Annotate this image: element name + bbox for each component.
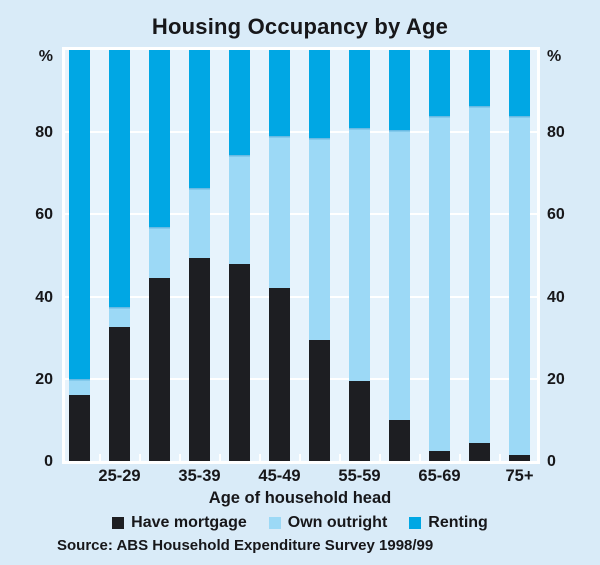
- bar-group-9: [389, 50, 410, 461]
- bar-segment-renting: [469, 50, 490, 106]
- bar-segment-renting: [509, 50, 530, 116]
- x-tick-mark: [258, 454, 261, 461]
- y-tick-label-60: 60: [35, 206, 53, 224]
- x-tick-mark: [378, 454, 381, 461]
- bar-segment-own-outright: [469, 105, 490, 443]
- x-tick-mark: [298, 454, 301, 461]
- x-axis-title: Age of household head: [208, 489, 392, 507]
- x-tick-label-35-39: 35-39: [178, 467, 221, 485]
- legend-swatch-icon: [112, 517, 125, 529]
- y-tick-label-20: 20: [35, 370, 53, 388]
- y-tick-label-40: 40: [547, 288, 565, 306]
- y-axis-unit-label: %: [547, 48, 562, 65]
- bar-group-2: [109, 50, 130, 461]
- legend-label: Own outright: [287, 514, 388, 531]
- legend-item-renting: Renting: [409, 514, 488, 532]
- bar-segment-own-outright: [69, 378, 90, 396]
- x-tick-mark: [98, 454, 101, 461]
- bar-segment-renting: [109, 50, 130, 307]
- bar-segment-have-mortgage: [149, 278, 170, 461]
- x-tick-mark: [458, 454, 461, 461]
- plot-area: [62, 47, 540, 464]
- bar-segment-own-outright: [189, 187, 210, 258]
- legend-item-own-outright: Own outright: [268, 514, 388, 532]
- bar-group-12: [509, 50, 530, 461]
- x-tick-mark: [218, 454, 221, 461]
- bar-segment-renting: [149, 50, 170, 227]
- y-tick-label-20: 20: [547, 370, 565, 388]
- bar-segment-own-outright: [389, 130, 410, 420]
- bar-segment-have-mortgage: [509, 454, 530, 461]
- bar-group-6: [269, 50, 290, 461]
- bar-segment-renting: [269, 50, 290, 137]
- bar-group-5: [229, 50, 250, 461]
- bar-segment-renting: [189, 50, 210, 188]
- bar-segment-own-outright: [109, 306, 130, 328]
- x-tick-mark: [418, 454, 421, 461]
- bar-segment-have-mortgage: [349, 380, 370, 461]
- bar-group-7: [309, 50, 330, 461]
- x-tick-mark: [178, 454, 181, 461]
- bar-segment-have-mortgage: [69, 395, 90, 461]
- legend-item-have-mortgage: Have mortgage: [112, 514, 247, 532]
- bar-segment-have-mortgage: [389, 419, 410, 461]
- x-tick-label-45-49: 45-49: [258, 467, 301, 485]
- y-tick-label-60: 60: [547, 206, 565, 224]
- bar-segment-have-mortgage: [309, 339, 330, 461]
- bar-segment-have-mortgage: [269, 288, 290, 461]
- y-tick-label-0: 0: [547, 453, 556, 470]
- bar-segment-have-mortgage: [429, 450, 450, 461]
- bar-segment-own-outright: [349, 128, 370, 381]
- bar-segment-renting: [349, 50, 370, 129]
- x-tick-label-55-59: 55-59: [338, 467, 381, 485]
- bar-group-4: [189, 50, 210, 461]
- y-tick-label-40: 40: [35, 288, 53, 306]
- bar-group-3: [149, 50, 170, 461]
- source-note: Source: ABS Household Expenditure Survey…: [57, 537, 434, 554]
- bar-segment-renting: [69, 50, 90, 379]
- bar-segment-own-outright: [429, 115, 450, 451]
- bar-segment-own-outright: [509, 115, 530, 455]
- bar-group-8: [349, 50, 370, 461]
- bar-segment-have-mortgage: [229, 263, 250, 461]
- bar-group-10: [429, 50, 450, 461]
- bar-segment-renting: [429, 50, 450, 116]
- x-tick-mark: [338, 454, 341, 461]
- bar-segment-renting: [309, 50, 330, 139]
- x-tick-label-75plus: 75+: [505, 467, 534, 485]
- legend-swatch-icon: [409, 517, 422, 529]
- y-tick-label-0: 0: [44, 453, 53, 470]
- bar-group-1: [69, 50, 90, 461]
- legend: Have mortgage Own outright Renting: [0, 514, 600, 532]
- gridline-20: [65, 377, 537, 380]
- y-tick-label-80: 80: [35, 124, 53, 142]
- gridline-40: [65, 295, 537, 298]
- bar-segment-renting: [229, 50, 250, 155]
- chart-title: Housing Occupancy by Age: [151, 14, 449, 39]
- bar-segment-renting: [389, 50, 410, 131]
- legend-label: Have mortgage: [131, 514, 247, 531]
- gridline-60: [65, 213, 537, 216]
- x-tick-mark: [138, 454, 141, 461]
- y-axis-unit-label: %: [38, 48, 53, 65]
- x-tick-label-65-69: 65-69: [418, 467, 461, 485]
- bar-segment-own-outright: [309, 138, 330, 340]
- bar-segment-own-outright: [269, 136, 290, 289]
- legend-swatch-icon: [268, 517, 281, 529]
- x-tick-label-25-29: 25-29: [98, 467, 141, 485]
- y-tick-label-80: 80: [547, 124, 565, 142]
- bar-segment-have-mortgage: [189, 257, 210, 461]
- x-tick-mark: [498, 454, 501, 461]
- bar-segment-have-mortgage: [469, 442, 490, 461]
- bar-segment-have-mortgage: [109, 327, 130, 461]
- gridline-80: [65, 131, 537, 134]
- bar-group-11: [469, 50, 490, 461]
- bar-segment-own-outright: [149, 226, 170, 279]
- bar-segment-own-outright: [229, 154, 250, 264]
- legend-label: Renting: [428, 514, 488, 531]
